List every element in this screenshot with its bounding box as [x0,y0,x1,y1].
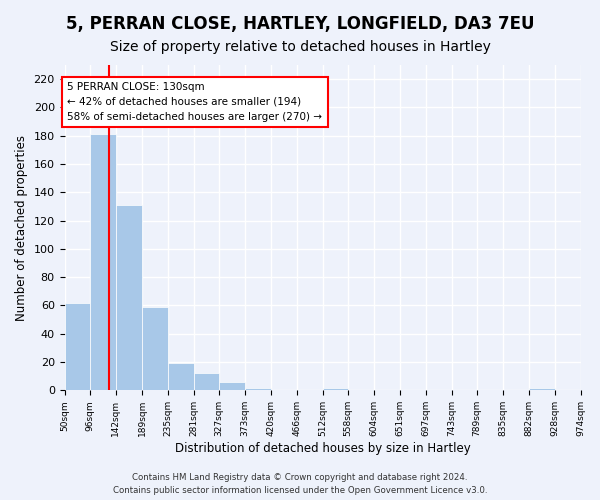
Text: 5 PERRAN CLOSE: 130sqm
← 42% of detached houses are smaller (194)
58% of semi-de: 5 PERRAN CLOSE: 130sqm ← 42% of detached… [67,82,322,122]
Text: Size of property relative to detached houses in Hartley: Size of property relative to detached ho… [110,40,490,54]
Text: Contains HM Land Registry data © Crown copyright and database right 2024.: Contains HM Land Registry data © Crown c… [132,474,468,482]
Bar [194,374,219,390]
Text: 5, PERRAN CLOSE, HARTLEY, LONGFIELD, DA3 7EU: 5, PERRAN CLOSE, HARTLEY, LONGFIELD, DA3… [66,15,534,33]
Bar [90,134,116,390]
Bar [65,302,90,390]
Bar [529,388,555,390]
Bar [142,307,168,390]
Text: Contains public sector information licensed under the Open Government Licence v3: Contains public sector information licen… [113,486,487,495]
Bar [323,388,348,390]
Bar [168,364,194,390]
Y-axis label: Number of detached properties: Number of detached properties [15,134,28,320]
X-axis label: Distribution of detached houses by size in Hartley: Distribution of detached houses by size … [175,442,470,455]
Bar [219,382,245,390]
Bar [116,205,142,390]
Bar [245,388,271,390]
